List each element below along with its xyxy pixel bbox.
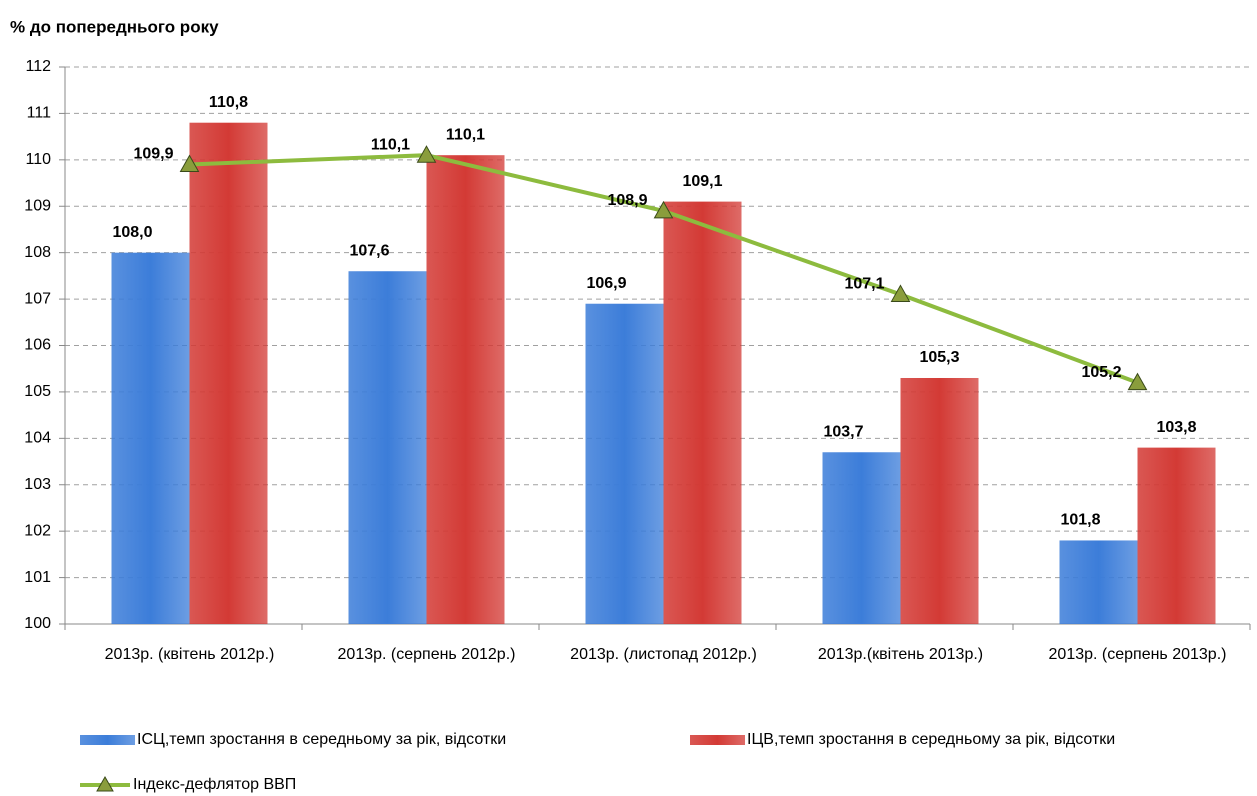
y-tick-label: 108 (24, 244, 51, 261)
line-marker (653, 200, 674, 219)
data-label: 101,8 (1060, 512, 1100, 529)
data-label: 105,2 (1081, 364, 1121, 381)
bar (900, 377, 979, 624)
y-tick-label: 104 (24, 430, 51, 447)
x-tick-label: 2013р.(квітень 2013р.) (818, 646, 983, 663)
legend-label: Індекс-дефлятор ВВП (133, 776, 296, 793)
y-tick-label: 109 (24, 197, 51, 214)
y-tick-label: 102 (24, 522, 51, 539)
data-label: 109,1 (682, 173, 722, 190)
line-marker (416, 145, 437, 163)
data-label: 106,9 (586, 275, 626, 292)
y-tick-label: 107 (24, 290, 51, 307)
data-label: 103,8 (1156, 419, 1196, 436)
data-label: 107,1 (844, 276, 884, 293)
y-tick-label: 101 (24, 569, 51, 586)
data-label: 105,3 (919, 349, 959, 366)
legend-swatch (80, 735, 135, 745)
bar (1059, 540, 1138, 624)
line-marker (890, 284, 911, 302)
legend-swatch (690, 735, 745, 745)
bar (585, 303, 664, 624)
y-tick-label: 103 (24, 476, 51, 493)
data-label: 107,6 (349, 242, 389, 259)
y-tick-label: 100 (24, 615, 51, 632)
data-label: 103,7 (823, 423, 863, 440)
legend-marker (96, 775, 114, 792)
bar (426, 155, 505, 625)
y-tick-label: 105 (24, 383, 51, 400)
line-marker (179, 154, 200, 172)
data-label: 109,9 (133, 146, 173, 163)
bar (348, 271, 427, 624)
x-tick-label: 2013р. (листопад 2012р.) (570, 646, 757, 663)
data-label: 110,8 (209, 94, 248, 111)
y-axis-title: % до попереднього року (10, 17, 219, 36)
data-label: 108,9 (607, 192, 647, 209)
y-tick-label: 111 (27, 105, 51, 122)
bar (822, 452, 901, 624)
data-label: 108,0 (112, 224, 152, 241)
x-tick-label: 2013р. (квітень 2012р.) (105, 646, 275, 663)
data-label: 110,1 (446, 126, 485, 143)
x-tick-label: 2013р. (серпень 2013р.) (1049, 646, 1227, 663)
legend-label: ІЦВ,темп зростання в середньому за рік, … (747, 731, 1115, 748)
bar (189, 122, 268, 624)
x-tick-label: 2013р. (серпень 2012р.) (338, 646, 516, 663)
legend-label: ІСЦ,темп зростання в середньому за рік, … (137, 731, 506, 748)
y-tick-label: 112 (25, 58, 51, 75)
data-label: 110,1 (371, 136, 410, 153)
bar (663, 201, 742, 624)
y-tick-label: 110 (25, 151, 51, 168)
bar (111, 252, 190, 624)
line-marker (1127, 372, 1148, 391)
bar (1137, 447, 1216, 624)
y-tick-label: 106 (24, 337, 51, 354)
